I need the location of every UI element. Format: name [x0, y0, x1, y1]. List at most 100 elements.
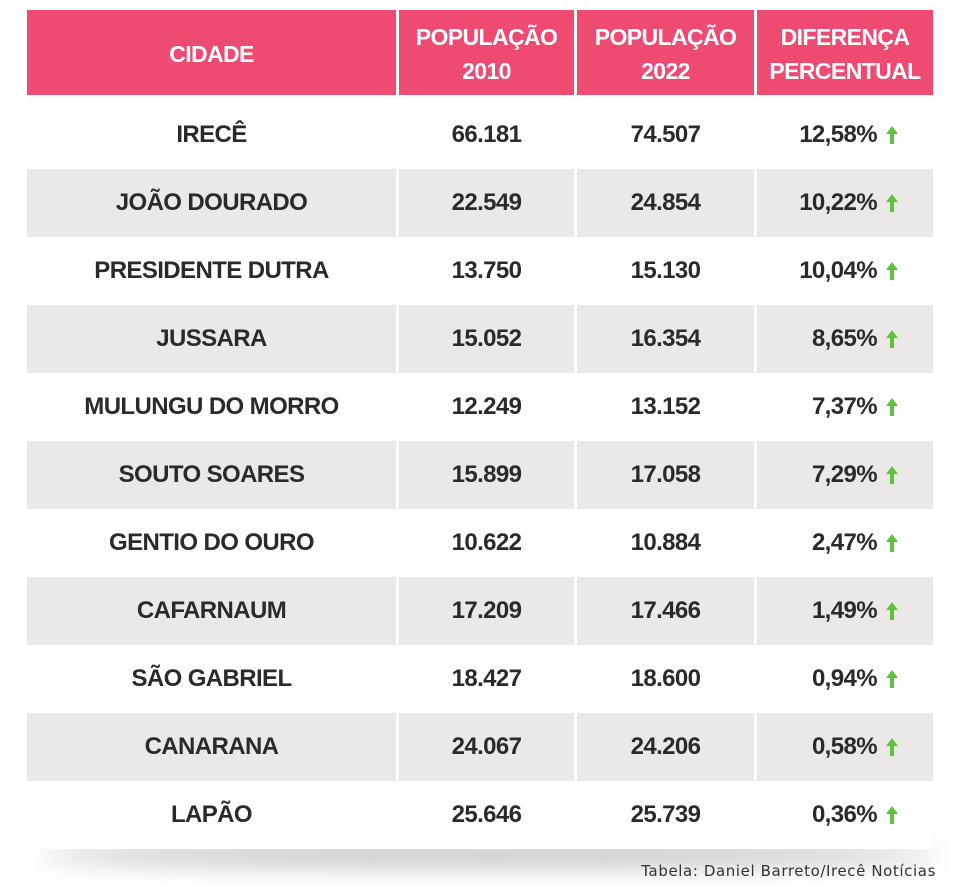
arrow-up-icon [885, 261, 899, 281]
cell-pop2022: 17.058 [577, 441, 757, 509]
cell-pop2022: 17.466 [577, 577, 757, 645]
arrow-up-icon [885, 533, 899, 553]
arrow-up-icon [885, 193, 899, 213]
cell-pop2022: 24.206 [577, 713, 757, 781]
cell-pop2022: 24.854 [577, 169, 757, 237]
cell-pop2010: 66.181 [399, 101, 577, 169]
cell-pop2022-text: 15.130 [630, 257, 701, 284]
header-diff: DIFERENÇA PERCENTUAL [757, 10, 933, 95]
cell-city: PRESIDENTE DUTRA [27, 237, 399, 305]
cell-city-text: JUSSARA [156, 325, 267, 352]
arrow-up-icon [885, 125, 899, 145]
cell-pop2010: 12.249 [399, 373, 577, 441]
cell-pop2022-text: 24.206 [630, 733, 701, 760]
cell-pop2010-text: 12.249 [451, 393, 522, 420]
cell-pop2022: 18.600 [577, 645, 757, 713]
cell-pop2022: 25.739 [577, 781, 757, 849]
cell-diff-text: 0,36% [811, 801, 878, 828]
cell-pop2022-text: 24.854 [630, 189, 701, 216]
cell-pop2010: 25.646 [399, 781, 577, 849]
cell-city: IRECÊ [27, 101, 399, 169]
cell-diff-text: 2,47% [811, 529, 878, 556]
cell-city-text: GENTIO DO OURO [109, 529, 315, 556]
cell-diff-text: 12,58% [799, 121, 877, 148]
cell-diff: 7,29% [757, 441, 933, 509]
population-table: CIDADE POPULAÇÃO 2010 POPULAÇÃO 2022 DIF… [27, 10, 933, 849]
cell-city-text: MULUNGU DO MORRO [84, 393, 339, 420]
cell-diff: 8,65% [757, 305, 933, 373]
cell-pop2010-text: 22.549 [451, 189, 522, 216]
cell-diff: 10,04% [757, 237, 933, 305]
cell-city: JOÃO DOURADO [27, 169, 399, 237]
cell-diff-text: 10,22% [799, 189, 877, 216]
cell-city: GENTIO DO OURO [27, 509, 399, 577]
cell-pop2010: 15.052 [399, 305, 577, 373]
arrow-up-icon [885, 397, 899, 417]
cell-diff: 1,49% [757, 577, 933, 645]
header-pop2022: POPULAÇÃO 2022 [577, 10, 757, 95]
cell-city-text: PRESIDENTE DUTRA [94, 257, 329, 284]
cell-pop2010: 24.067 [399, 713, 577, 781]
cell-diff: 10,22% [757, 169, 933, 237]
cell-pop2010-text: 10.622 [451, 529, 522, 556]
cell-pop2010: 15.899 [399, 441, 577, 509]
header-pop2010-line2: 2010 [462, 57, 511, 84]
cell-pop2022-text: 17.058 [630, 461, 701, 488]
cell-city-text: CANARANA [144, 733, 279, 760]
cell-city: MULUNGU DO MORRO [27, 373, 399, 441]
cell-city-text: JOÃO DOURADO [115, 189, 308, 216]
arrow-up-icon [885, 669, 899, 689]
header-diff-line1: DIFERENÇA [780, 23, 910, 50]
cell-pop2010: 17.209 [399, 577, 577, 645]
cell-city: SOUTO SOARES [27, 441, 399, 509]
cell-city: CANARANA [27, 713, 399, 781]
cell-diff: 12,58% [757, 101, 933, 169]
cell-city-text: SOUTO SOARES [118, 461, 305, 488]
cell-pop2010-text: 66.181 [451, 121, 522, 148]
cell-pop2010: 13.750 [399, 237, 577, 305]
header-pop2022-line1: POPULAÇÃO [594, 23, 737, 50]
header-diff-line2: PERCENTUAL [769, 57, 921, 84]
table-grid: CIDADE POPULAÇÃO 2010 POPULAÇÃO 2022 DIF… [27, 10, 933, 849]
header-pop2022-line2: 2022 [641, 57, 690, 84]
header-cidade-label: CIDADE [169, 40, 254, 67]
cell-pop2022: 74.507 [577, 101, 757, 169]
cell-diff-text: 0,58% [811, 733, 878, 760]
cell-diff-text: 8,65% [811, 325, 878, 352]
cell-city-text: IRECÊ [176, 121, 247, 148]
cell-pop2022-text: 16.354 [630, 325, 701, 352]
header-pop2010-line1: POPULAÇÃO [415, 23, 558, 50]
cell-pop2022: 13.152 [577, 373, 757, 441]
arrow-up-icon [885, 805, 899, 825]
cell-diff-text: 0,94% [811, 665, 878, 692]
cell-pop2022-text: 13.152 [630, 393, 701, 420]
cell-diff: 7,37% [757, 373, 933, 441]
cell-pop2010: 10.622 [399, 509, 577, 577]
arrow-up-icon [885, 737, 899, 757]
cell-diff: 0,58% [757, 713, 933, 781]
cell-pop2010-text: 18.427 [451, 665, 522, 692]
cell-pop2022-text: 74.507 [630, 121, 701, 148]
cell-city-text: SÃO GABRIEL [131, 665, 292, 692]
cell-pop2022-text: 10.884 [630, 529, 701, 556]
cell-pop2010-text: 24.067 [451, 733, 522, 760]
cell-pop2022-text: 18.600 [630, 665, 701, 692]
cell-diff: 0,36% [757, 781, 933, 849]
cell-pop2010: 18.427 [399, 645, 577, 713]
cell-pop2010: 22.549 [399, 169, 577, 237]
cell-pop2022: 15.130 [577, 237, 757, 305]
cell-diff-text: 1,49% [811, 597, 878, 624]
cell-diff: 0,94% [757, 645, 933, 713]
arrow-up-icon [885, 329, 899, 349]
cell-city: LAPÃO [27, 781, 399, 849]
cell-city: JUSSARA [27, 305, 399, 373]
cell-pop2022-text: 17.466 [630, 597, 701, 624]
cell-city-text: CAFARNAUM [136, 597, 287, 624]
header-cidade: CIDADE [27, 10, 399, 95]
cell-pop2010-text: 15.899 [451, 461, 522, 488]
arrow-up-icon [885, 465, 899, 485]
cell-pop2010-text: 17.209 [451, 597, 522, 624]
cell-pop2010-text: 25.646 [451, 801, 522, 828]
cell-pop2010-text: 15.052 [451, 325, 522, 352]
arrow-up-icon [885, 601, 899, 621]
